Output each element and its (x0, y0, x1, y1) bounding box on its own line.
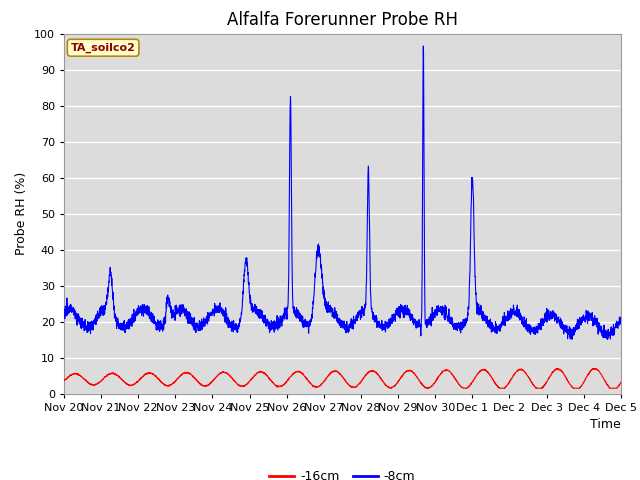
X-axis label: Time: Time (590, 418, 621, 431)
Title: Alfalfa Forerunner Probe RH: Alfalfa Forerunner Probe RH (227, 11, 458, 29)
Y-axis label: Probe RH (%): Probe RH (%) (15, 172, 28, 255)
Legend: -16cm, -8cm: -16cm, -8cm (264, 465, 420, 480)
Text: TA_soilco2: TA_soilco2 (70, 43, 136, 53)
